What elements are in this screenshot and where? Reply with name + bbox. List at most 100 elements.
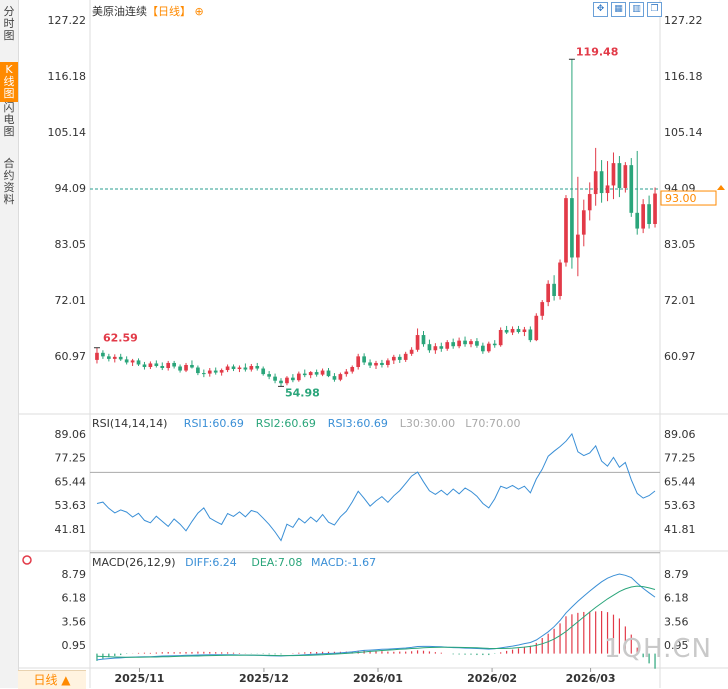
candle-body bbox=[504, 329, 509, 333]
macd-legend-item: MACD(26,12,9) bbox=[92, 556, 176, 569]
candle-body bbox=[148, 363, 153, 368]
candle-body bbox=[605, 185, 610, 194]
candle-body bbox=[296, 373, 301, 381]
grid-icon[interactable]: ▦ bbox=[611, 2, 626, 17]
candle-body bbox=[463, 340, 467, 345]
candle-body bbox=[469, 341, 473, 345]
candle-body bbox=[136, 360, 141, 365]
candle-body bbox=[415, 335, 420, 350]
candle-body bbox=[522, 329, 527, 333]
chart-toolbar: ✥ ▦ ▥ ❐ bbox=[593, 2, 662, 17]
candle-body bbox=[118, 356, 123, 360]
x-tick-label: 2026/01 bbox=[353, 672, 403, 685]
candle-body bbox=[255, 365, 260, 369]
candle-body bbox=[160, 365, 165, 369]
candle-body bbox=[237, 367, 242, 370]
candle-body bbox=[107, 356, 111, 359]
rsi-legend-item: RSI2:60.69 bbox=[256, 417, 316, 430]
candle-body bbox=[374, 362, 378, 366]
expand-icon[interactable]: ✥ bbox=[593, 2, 608, 17]
candle-body bbox=[219, 370, 224, 373]
macd-tick-left: 8.79 bbox=[62, 568, 87, 581]
candle-body bbox=[647, 204, 651, 224]
rsi-legend-item: L70:70.00 bbox=[465, 417, 520, 430]
candle-body bbox=[279, 380, 283, 384]
x-tick-label: 2026/03 bbox=[566, 672, 616, 685]
candle-body bbox=[314, 372, 319, 375]
candle-body bbox=[225, 366, 230, 371]
candle-body bbox=[302, 373, 307, 376]
price-tick-right: 60.97 bbox=[664, 350, 696, 363]
candle-body bbox=[623, 165, 628, 188]
rsi-tick-left: 77.25 bbox=[55, 452, 87, 465]
candle-body bbox=[516, 328, 521, 333]
x-tick-label: 2025/11 bbox=[115, 672, 165, 685]
macd-tick-right: 0.95 bbox=[664, 639, 689, 652]
rsi-legend-item: L30:30.00 bbox=[400, 417, 455, 430]
rsi-tick-right: 53.63 bbox=[664, 499, 696, 512]
candle-body bbox=[308, 372, 313, 376]
macd-tick-left: 3.56 bbox=[62, 615, 87, 628]
candle-body bbox=[510, 328, 515, 333]
price-tick-left: 105.14 bbox=[48, 126, 87, 139]
candle-body bbox=[386, 360, 390, 365]
sidebar-tab-0[interactable]: 分时图 bbox=[3, 5, 15, 42]
candle-body bbox=[445, 342, 450, 349]
candle-body bbox=[546, 283, 551, 303]
price-tick-left: 83.05 bbox=[55, 238, 87, 251]
candle-body bbox=[599, 171, 604, 194]
price-tick-left: 94.09 bbox=[55, 182, 87, 195]
candle-body bbox=[457, 340, 461, 347]
candle-body bbox=[552, 283, 556, 297]
candle-body bbox=[213, 370, 218, 373]
price-tick-right: 83.05 bbox=[664, 238, 696, 251]
candle-body bbox=[196, 367, 200, 374]
candle-body bbox=[338, 374, 343, 380]
price-tick-right: 105.14 bbox=[664, 126, 703, 139]
sidebar-tab-3[interactable]: 合约资料 bbox=[3, 157, 15, 206]
candle-body bbox=[576, 234, 580, 258]
candle-body bbox=[475, 341, 479, 346]
rsi-tick-right: 89.06 bbox=[664, 428, 696, 441]
macd-tick-right: 3.56 bbox=[664, 615, 689, 628]
period-dropdown[interactable]: 日线 ▲ bbox=[18, 670, 86, 689]
macd-tick-left: 0.95 bbox=[62, 639, 87, 652]
price-tick-left: 116.18 bbox=[48, 70, 87, 83]
candle-body bbox=[362, 356, 366, 363]
candle-body bbox=[451, 342, 456, 347]
rsi-tick-left: 65.44 bbox=[55, 475, 87, 488]
settings-gear-icon bbox=[22, 555, 32, 565]
price-tick-left: 60.97 bbox=[55, 350, 87, 363]
candle-body bbox=[172, 362, 176, 367]
candle-body bbox=[344, 371, 349, 375]
macd-diff-line bbox=[96, 573, 656, 661]
candle-body bbox=[326, 370, 331, 377]
macd-legend-item: DIFF:6.24 bbox=[185, 556, 237, 569]
candle-body bbox=[231, 366, 236, 370]
period-label[interactable]: 【日线】 bbox=[147, 5, 191, 18]
window-icon[interactable]: ❐ bbox=[647, 2, 662, 17]
candle-body bbox=[391, 356, 396, 361]
symbol-name: 美原油连续 bbox=[92, 5, 147, 18]
rsi-tick-right: 41.81 bbox=[664, 523, 696, 536]
candle-body bbox=[587, 194, 592, 211]
circle-plus-icon[interactable]: ⊕ bbox=[194, 5, 204, 18]
macd-tick-left: 6.18 bbox=[62, 592, 87, 605]
candle-body bbox=[528, 329, 533, 341]
candle-body bbox=[190, 364, 194, 368]
candle-body bbox=[558, 262, 562, 297]
bars-icon[interactable]: ▥ bbox=[629, 2, 644, 17]
candle-body bbox=[154, 363, 159, 366]
candle-body bbox=[112, 356, 117, 359]
candle-body bbox=[124, 359, 129, 363]
sidebar-tab-2[interactable]: 闪电图 bbox=[3, 101, 15, 138]
low-label: 54.98 bbox=[285, 386, 320, 399]
candle-body bbox=[481, 345, 485, 352]
candle-body bbox=[486, 343, 491, 352]
candle-body bbox=[564, 198, 568, 263]
candle-body bbox=[409, 349, 414, 354]
chart-header: 美原油连续【日线】 ⊕ bbox=[92, 3, 204, 19]
candle-body bbox=[641, 204, 645, 229]
rsi-tick-right: 65.44 bbox=[664, 475, 696, 488]
